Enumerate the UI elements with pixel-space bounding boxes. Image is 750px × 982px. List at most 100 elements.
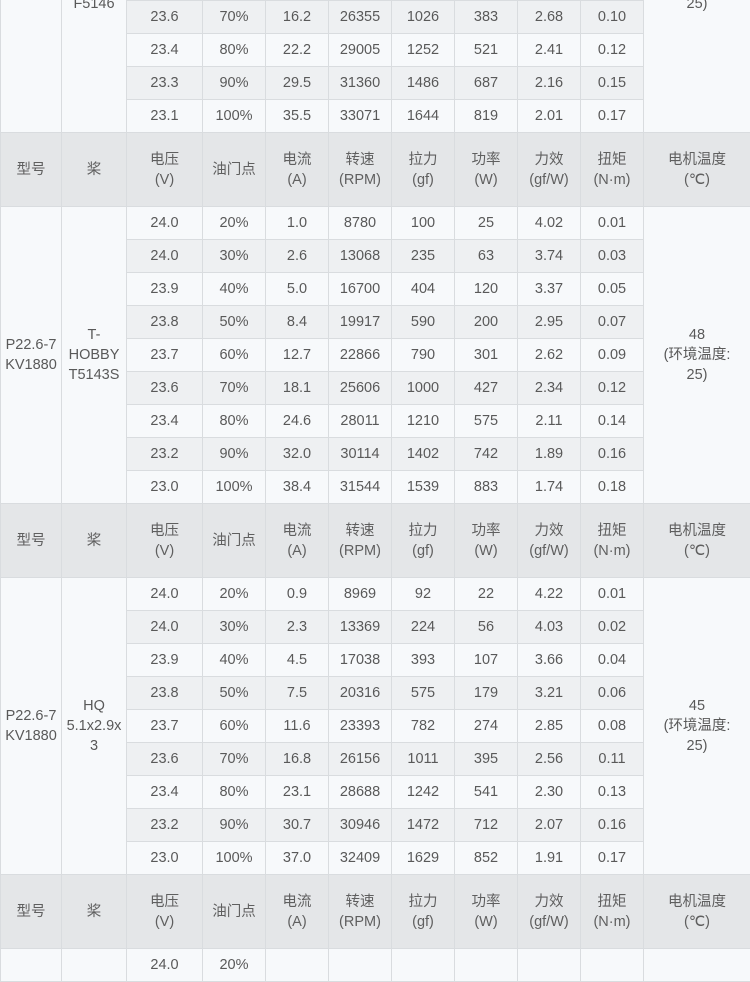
- motor-temperature-cell-line: 25): [644, 736, 750, 756]
- column-header: 电流(A): [266, 133, 329, 207]
- thrust-cell: 224: [392, 611, 455, 644]
- efficiency-cell: 2.85: [518, 710, 581, 743]
- torque-cell: 0.17: [581, 100, 644, 133]
- column-header: 电流(A): [266, 875, 329, 949]
- throttle-cell: 20%: [203, 207, 266, 240]
- current-cell: 5.0: [266, 273, 329, 306]
- column-header: 电机温度(℃): [644, 875, 750, 949]
- current-cell: 16.8: [266, 743, 329, 776]
- current-cell: 4.5: [266, 644, 329, 677]
- column-header: 桨: [62, 504, 127, 578]
- column-header-label: 扭矩: [581, 521, 643, 541]
- motor-temperature-cell: 25): [644, 0, 750, 133]
- current-cell: 23.1: [266, 776, 329, 809]
- column-header-unit: (℃): [644, 541, 750, 561]
- power-cell: 301: [455, 339, 518, 372]
- table-header-row: 型号桨电压(V)油门点电流(A)转速(RPM)拉力(gf)功率(W)力效(gf/…: [1, 504, 750, 578]
- torque-cell: 0.04: [581, 644, 644, 677]
- power-cell: 63: [455, 240, 518, 273]
- thrust-cell: 1539: [392, 471, 455, 504]
- power-cell: 56: [455, 611, 518, 644]
- current-cell: 11.6: [266, 710, 329, 743]
- voltage-cell: 23.8: [127, 306, 203, 339]
- table-header-row: 型号桨电压(V)油门点电流(A)转速(RPM)拉力(gf)功率(W)力效(gf/…: [1, 133, 750, 207]
- column-header: 电压(V): [127, 875, 203, 949]
- column-header-label: 电机温度: [644, 150, 750, 170]
- motor-temperature-cell: [644, 949, 750, 982]
- throttle-cell: 100%: [203, 100, 266, 133]
- efficiency-cell: 3.37: [518, 273, 581, 306]
- column-header-label: 电压: [127, 150, 202, 170]
- motor-temperature-cell-line: 45: [644, 696, 750, 716]
- throttle-cell: 90%: [203, 438, 266, 471]
- column-header: 扭矩(N·m): [581, 504, 644, 578]
- rpm-cell: 25606: [329, 372, 392, 405]
- thrust-cell: 92: [392, 578, 455, 611]
- motor-model-cell: [1, 949, 62, 982]
- voltage-cell: 23.4: [127, 405, 203, 438]
- torque-cell: 0.06: [581, 677, 644, 710]
- column-header: 电机温度(℃): [644, 133, 750, 207]
- power-cell: 575: [455, 405, 518, 438]
- current-cell: 0.9: [266, 578, 329, 611]
- rpm-cell: 33071: [329, 100, 392, 133]
- column-header-label: 力效: [518, 521, 580, 541]
- power-cell: 521: [455, 34, 518, 67]
- motor-model-cell-line: KV1880: [1, 726, 61, 746]
- voltage-cell: 23.3: [127, 67, 203, 100]
- voltage-cell: 23.6: [127, 372, 203, 405]
- efficiency-cell: 4.22: [518, 578, 581, 611]
- rpm-cell: 30946: [329, 809, 392, 842]
- voltage-cell: 23.9: [127, 644, 203, 677]
- column-header-label: 功率: [455, 892, 517, 912]
- power-cell: 852: [455, 842, 518, 875]
- column-header-label: 桨: [62, 531, 126, 551]
- column-header-unit: (gf): [392, 541, 454, 561]
- voltage-cell: 23.9: [127, 273, 203, 306]
- rpm-cell: 19917: [329, 306, 392, 339]
- torque-cell: 0.12: [581, 34, 644, 67]
- torque-cell: 0.05: [581, 273, 644, 306]
- torque-cell: 0.03: [581, 240, 644, 273]
- throttle-cell: 90%: [203, 809, 266, 842]
- efficiency-cell: 1.91: [518, 842, 581, 875]
- column-header-label: 转速: [329, 521, 391, 541]
- column-header: 转速(RPM): [329, 504, 392, 578]
- column-header-label: 电机温度: [644, 892, 750, 912]
- power-cell: 120: [455, 273, 518, 306]
- torque-cell: 0.08: [581, 710, 644, 743]
- column-header: 拉力(gf): [392, 133, 455, 207]
- column-header-unit: (gf/W): [518, 170, 580, 190]
- column-header-unit: (N·m): [581, 170, 643, 190]
- thrust-cell: [392, 949, 455, 982]
- efficiency-cell: 4.03: [518, 611, 581, 644]
- voltage-cell: 23.0: [127, 471, 203, 504]
- propeller-cell-line: F5146: [62, 0, 126, 14]
- efficiency-cell: 1.74: [518, 471, 581, 504]
- voltage-cell: 23.1: [127, 100, 203, 133]
- column-header: 拉力(gf): [392, 504, 455, 578]
- thrust-cell: 1242: [392, 776, 455, 809]
- power-cell: 427: [455, 372, 518, 405]
- efficiency-cell: [518, 949, 581, 982]
- thrust-cell: 590: [392, 306, 455, 339]
- rpm-cell: [329, 949, 392, 982]
- thrust-cell: 100: [392, 207, 455, 240]
- column-header-label: 力效: [518, 892, 580, 912]
- efficiency-cell: 2.68: [518, 1, 581, 34]
- column-header: 功率(W): [455, 504, 518, 578]
- rpm-cell: 28688: [329, 776, 392, 809]
- efficiency-cell: 3.74: [518, 240, 581, 273]
- power-cell: 274: [455, 710, 518, 743]
- efficiency-cell: 2.11: [518, 405, 581, 438]
- column-header-unit: (V): [127, 912, 202, 932]
- thrust-cell: 1011: [392, 743, 455, 776]
- motor-model-cell-line: P22.6-7: [1, 335, 61, 355]
- throttle-cell: 100%: [203, 471, 266, 504]
- column-header-label: 功率: [455, 521, 517, 541]
- throttle-cell: 100%: [203, 842, 266, 875]
